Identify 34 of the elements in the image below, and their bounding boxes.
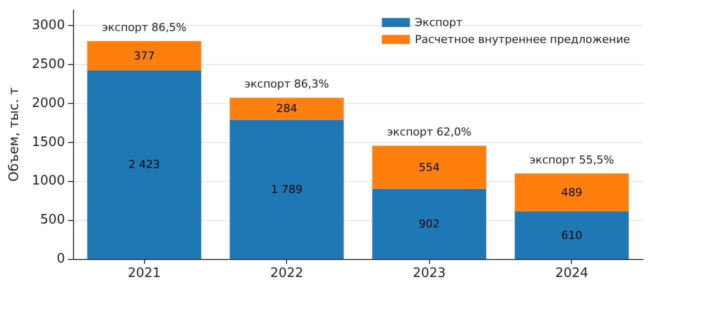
bar (230, 98, 344, 120)
bar (514, 212, 629, 259)
y-tick-label: 1000 (32, 174, 65, 189)
y-tick-label: 3000 (32, 18, 65, 34)
y-tick-label: 2000 (32, 96, 65, 111)
y-axis-title: Объем, тыс. т (7, 86, 22, 182)
x-tick-label: 2023 (412, 266, 446, 281)
annotation: экспорт 86,3% (244, 78, 329, 91)
data-label: 284 (276, 102, 298, 116)
x-tick-label: 2024 (555, 266, 588, 281)
legend-label: Экспорт (414, 16, 464, 29)
x-tick-label: 2022 (270, 266, 304, 281)
bar (514, 173, 629, 212)
bar (372, 146, 486, 189)
y-tick-label: 0 (56, 252, 65, 266)
bar (230, 120, 344, 259)
y-tick-label: 1500 (32, 134, 65, 150)
data-label: 554 (418, 160, 440, 174)
data-label: 2 423 (128, 158, 160, 172)
annotation: экспорт 55,5% (530, 153, 614, 166)
data-label: 377 (134, 49, 155, 62)
annotation: экспорт 62,0% (387, 126, 472, 139)
data-label: 610 (561, 228, 582, 242)
bar (372, 188, 486, 259)
data-label: 489 (561, 186, 582, 200)
data-label: 1 789 (270, 182, 302, 196)
y-tick-label: 500 (40, 212, 65, 228)
legend-label: Расчетное внутреннее предложение (414, 33, 630, 46)
bar (87, 70, 202, 259)
x-tick-label: 2021 (128, 266, 161, 281)
data-label: 902 (418, 217, 440, 230)
y-tick-label: 2500 (32, 56, 65, 72)
bar (87, 41, 202, 70)
annotation: экспорт 86,5% (102, 21, 186, 34)
